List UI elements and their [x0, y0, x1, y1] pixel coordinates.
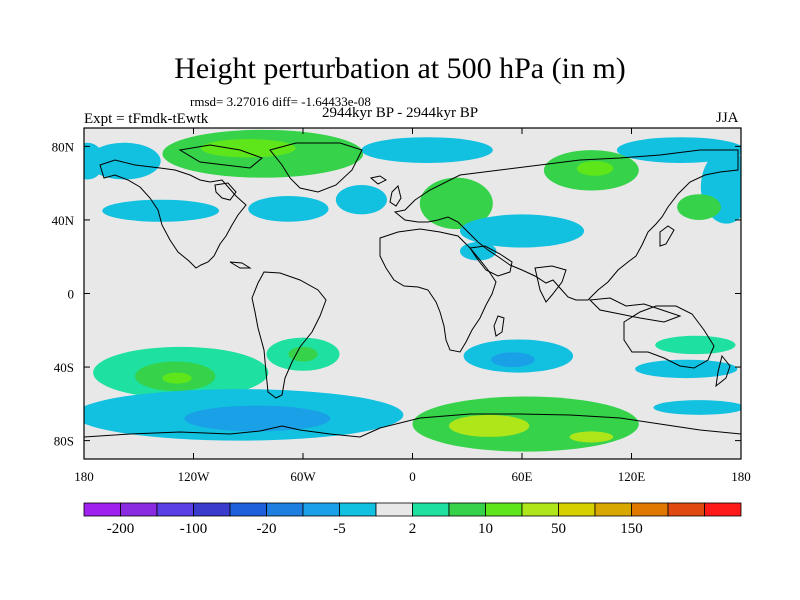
chart-title: Height perturbation at 500 hPa (in m) [174, 52, 626, 85]
anomaly-australia-low [635, 359, 738, 379]
anomaly-south-pacific-high-core [162, 372, 192, 384]
colorbar-swatch [156, 502, 194, 517]
axis-ticks: 180 120W 60W 0 60E 120E 180 80N 40N 0 40S 80S [52, 128, 751, 484]
coastline-cuba [229, 261, 252, 269]
anomaly-field [84, 129, 741, 452]
colorbar-swatch [704, 502, 742, 517]
coastline-india [534, 265, 567, 303]
colorbar-swatch [375, 502, 413, 517]
anomaly-atlantic-low [335, 185, 387, 215]
colorbar-label: -20 [257, 521, 277, 537]
coastline-uk [389, 185, 402, 207]
y-tick-label: 80N [52, 139, 75, 154]
colorbar-swatch [83, 502, 121, 517]
colorbar-swatch [229, 502, 267, 517]
anomaly-npac-low [102, 199, 220, 222]
colorbar-swatch [485, 502, 523, 517]
anomaly-east-antarctica-high-core [449, 414, 530, 437]
coastline-australia [623, 305, 715, 369]
coastline-antarctica [84, 413, 741, 438]
coastline-eurasia [393, 149, 739, 301]
coastline-south-america [251, 271, 327, 399]
x-tick-label: 180 [731, 469, 751, 484]
rmsd-diff-stats: rmsd= 3.27016 diff= -1.64433e-08 [190, 94, 371, 109]
anomaly-australia-high [655, 335, 736, 355]
colorbar-label: -200 [107, 521, 135, 537]
anomaly-europe-high [419, 177, 493, 230]
coastline-arabia [469, 245, 513, 277]
colorbar-swatch [558, 502, 596, 517]
anomaly-alaska-low [87, 142, 161, 180]
colorbar: -200 -100 -20 -5 2 10 50 150 [83, 502, 742, 537]
colorbar-swatch [594, 502, 632, 517]
coastline-africa [379, 228, 497, 353]
anomaly-greenland-high-core [200, 139, 296, 158]
anomaly-indian-antarctic-high [569, 431, 614, 443]
colorbar-swatch [266, 502, 304, 517]
y-tick-label: 0 [68, 287, 75, 302]
colorbar-swatch [339, 502, 377, 517]
coastline-canadian-archipelago [178, 144, 263, 169]
x-tick-label: 0 [409, 469, 416, 484]
colorbar-label: 50 [551, 521, 566, 537]
colorbar-label: -5 [333, 521, 346, 537]
anomaly-indian-ocean-low-core [490, 352, 535, 368]
colorbar-swatch [120, 502, 158, 517]
y-tick-label: 40S [54, 360, 74, 375]
colorbar-swatch [302, 502, 340, 517]
anomaly-scandinavia-low [361, 137, 493, 163]
season-label: JJA [716, 110, 739, 126]
coastline-japan [659, 225, 675, 247]
colorbar-swatch [521, 502, 559, 517]
period-label: 2944kyr BP - 2944kyr BP [322, 105, 479, 121]
coastline-greenland [269, 142, 363, 193]
anomaly-tasman-low [653, 400, 741, 415]
anomaly-siberia-high-core [576, 161, 614, 176]
x-tick-label: 120W [178, 469, 211, 484]
coastline-madagascar [493, 315, 505, 337]
coastlines [84, 142, 741, 438]
x-tick-label: 60E [512, 469, 533, 484]
x-tick-label: 180 [74, 469, 94, 484]
colorbar-label: 2 [409, 521, 417, 537]
colorbar-swatch [667, 502, 705, 517]
anomaly-pacific-high-north [677, 194, 721, 220]
coastline-hudson-bay [214, 182, 237, 201]
colorbar-label: 150 [620, 521, 643, 537]
colorbar-swatch [193, 502, 231, 517]
anomaly-arctic-low-west [84, 142, 105, 180]
colorbar-swatch [412, 502, 450, 517]
anomaly-southern-ocean-low-core [184, 405, 331, 432]
x-tick-label: 120E [618, 469, 646, 484]
experiment-label: Expt = tFmdk-tEwtk [84, 111, 209, 127]
y-tick-label: 40N [52, 213, 75, 228]
anomaly-patagonia-high-core [288, 346, 318, 362]
anomaly-hudson-low [248, 196, 329, 222]
y-tick-label: 80S [54, 434, 74, 449]
x-tick-label: 60W [290, 469, 316, 484]
colorbar-swatch [631, 502, 669, 517]
colorbar-swatch [448, 502, 486, 517]
colorbar-label: -100 [180, 521, 208, 537]
anomaly-east-siberia-low [616, 137, 741, 163]
coastline-indonesia [588, 297, 682, 323]
colorbar-label: 10 [478, 521, 493, 537]
anomaly-mideast-low [459, 214, 585, 248]
coastline-north-america [99, 159, 247, 269]
coastline-new-zealand [715, 354, 731, 388]
coastline-iceland [369, 175, 387, 185]
